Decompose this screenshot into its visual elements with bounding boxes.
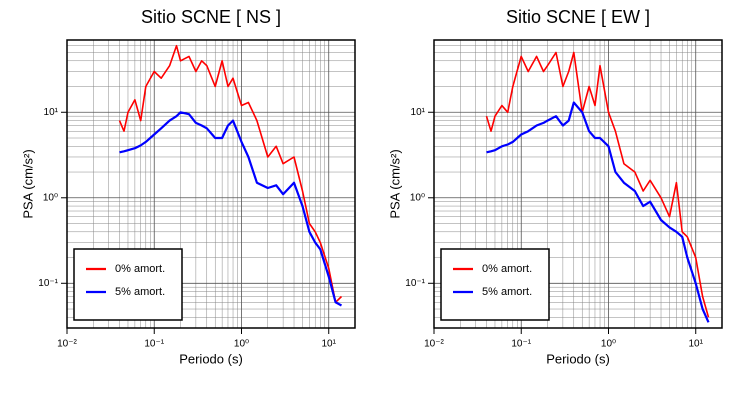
x-axis-label: Periodo (s) [546,351,610,366]
plot-frame [433,39,723,329]
plot-frame [66,39,356,329]
x-tick-label: 10¹ [322,339,337,350]
y-axis-label: PSA (cm/s²) [387,149,402,218]
legend-label: 0% amort. [115,263,165,275]
chart-title: Sitio SCNE [ NS ] [141,7,281,27]
data-line [118,44,343,304]
x-tick-label: 10⁻¹ [144,339,164,350]
y-tick-label: 10⁻¹ [405,278,425,289]
legend-label: 5% amort. [115,286,165,298]
data-line [119,111,343,307]
y-tick-label: 10⁰ [43,192,58,203]
x-axis-label: Periodo (s) [179,351,243,366]
y-tick-label: 10⁻¹ [38,278,58,289]
x-tick-label: 10⁻² [424,339,444,350]
panel: Sitio SCNE [ NS ] Periodo (s) PSA (cm/s²) 1… [20,7,356,366]
panel: Sitio SCNE [ EW ] Periodo (s) PSA (cm/s²) 1… [387,7,723,366]
legend-box [73,248,183,321]
legend-label: 5% amort. [482,286,532,298]
y-tick-label: 10¹ [411,107,426,118]
data-line [486,101,710,323]
data-line [485,51,710,318]
x-tick-label: 10⁰ [601,339,616,350]
y-axis-label: PSA (cm/s²) [20,149,35,218]
x-tick-label: 10¹ [689,339,704,350]
x-tick-label: 10⁰ [234,339,249,350]
x-tick-label: 10⁻² [57,339,77,350]
y-tick-label: 10¹ [44,107,59,118]
y-tick-label: 10⁰ [410,192,425,203]
x-tick-label: 10⁻¹ [511,339,531,350]
legend-box [440,248,550,321]
chart-title: Sitio SCNE [ EW ] [506,7,650,27]
legend-label: 0% amort. [482,263,532,275]
